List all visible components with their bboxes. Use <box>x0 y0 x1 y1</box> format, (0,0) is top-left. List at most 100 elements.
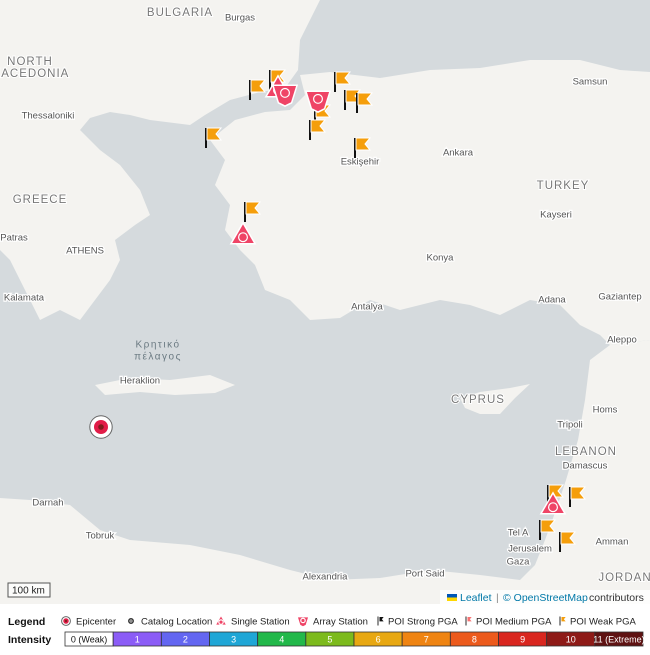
station-marker[interactable] <box>304 90 332 113</box>
place-label: Jerusalem <box>508 544 552 555</box>
poi-marker[interactable] <box>205 127 223 148</box>
flag-cloth <box>206 127 223 141</box>
poi-marker[interactable] <box>539 519 557 540</box>
legend-title: Legend <box>8 616 45 628</box>
place-label: Gaza <box>507 557 530 568</box>
map-labels: BULGARIA Burgas NORTHMACEDONIA Thessaloniki… <box>0 6 650 585</box>
place-label: Alexandria <box>303 572 349 583</box>
flag-cloth <box>560 616 568 623</box>
flag-icon <box>447 597 457 601</box>
place-label: Heraklion <box>120 376 160 387</box>
map[interactable]: BULGARIA Burgas NORTHMACEDONIA Thessaloniki… <box>0 0 650 604</box>
flag-cloth <box>570 486 587 500</box>
single-ring <box>238 232 249 243</box>
intensity-label: 11 (Extreme) <box>593 634 644 644</box>
poi-marker[interactable] <box>356 92 374 113</box>
place-label: NORTH <box>7 56 53 68</box>
legend-label: POI Medium PGA <box>476 617 552 628</box>
flag-cloth <box>355 137 372 151</box>
legend-item: POI Medium PGA <box>465 616 552 628</box>
place-label: Burgas <box>225 13 255 24</box>
place-label: Tripoli <box>557 420 583 431</box>
place-label: Antalya <box>351 302 383 313</box>
intensity-cell <box>594 631 644 647</box>
poi-marker[interactable] <box>309 119 327 140</box>
attribution-box <box>440 590 650 604</box>
station-marker[interactable] <box>229 221 257 245</box>
place-label: JORDAN <box>598 572 650 584</box>
place-label: Samsun <box>573 77 608 88</box>
intensity-label: 3 <box>231 634 236 644</box>
island <box>95 375 235 395</box>
leaflet-link[interactable]: Leaflet <box>460 592 492 604</box>
legend-item: Array Station <box>295 615 368 628</box>
place-label: Homs <box>593 405 618 416</box>
poi-marker[interactable] <box>244 201 262 222</box>
attribution-separator: | <box>496 592 499 604</box>
poi-marker[interactable] <box>334 71 352 92</box>
place-label: MACEDONIA <box>0 68 69 80</box>
legend-label: Epicenter <box>76 617 116 628</box>
place-label: LEBANON <box>555 446 617 458</box>
island <box>460 384 530 414</box>
place-label: Port Said <box>405 569 444 580</box>
flag-cloth <box>335 71 352 85</box>
intensity-label: 9 <box>520 634 525 644</box>
poi-marker[interactable] <box>249 79 267 100</box>
legend-item: Single Station <box>213 613 290 628</box>
single-ring <box>218 619 224 625</box>
intensity-label: 2 <box>183 634 188 644</box>
place-label: BULGARIA <box>147 7 213 19</box>
legend-item: Catalog Location <box>128 617 212 628</box>
intensity-label: 6 <box>376 634 381 644</box>
intensity-title: Intensity <box>8 634 51 646</box>
flag-cloth <box>250 79 267 93</box>
poi-marker[interactable] <box>559 531 577 552</box>
place-label: πέλαγος <box>134 351 182 363</box>
place-label: Kayseri <box>540 210 572 221</box>
place-label: Gaziantep <box>598 292 641 303</box>
intensity-label: 8 <box>472 634 477 644</box>
intensity-label: 7 <box>424 634 429 644</box>
osm-link[interactable]: © OpenStreetMap <box>503 592 588 604</box>
station-marker[interactable] <box>539 491 567 515</box>
place-label: GREECE <box>13 194 68 206</box>
place-label: Tobruk <box>86 531 115 542</box>
legend-label: Array Station <box>313 617 368 628</box>
poi-marker[interactable] <box>569 486 587 507</box>
place-label: Patras <box>0 233 28 244</box>
epicenter-marker[interactable] <box>89 415 113 439</box>
epicenter-core <box>98 424 104 430</box>
array-station <box>271 84 299 107</box>
legend-item: Epicenter <box>61 616 116 628</box>
intensity-label: 4 <box>279 634 284 644</box>
scale-label: 100 km <box>12 586 45 597</box>
place-label: Ankara <box>443 148 474 159</box>
array-station <box>295 615 311 628</box>
land <box>0 0 320 320</box>
place-label: Thessaloniki <box>22 111 75 122</box>
attribution-text: contributors <box>589 592 644 604</box>
place-label: Kalamata <box>4 293 45 304</box>
array-ring <box>313 93 324 104</box>
legend-item: POI Weak PGA <box>559 616 636 628</box>
intensity-label: 0 (Weak) <box>71 634 107 644</box>
place-label: Κρητικό <box>135 339 180 351</box>
place-label: Darnah <box>32 498 63 509</box>
place-label: CYPRUS <box>451 394 505 406</box>
poi-marker[interactable] <box>354 137 372 158</box>
intensity-label: 10 <box>566 634 576 644</box>
legend: Epicenter Catalog Location Single Station A… <box>61 613 636 628</box>
flag-cloth <box>357 92 374 106</box>
station-marker[interactable] <box>271 84 299 107</box>
place-label: Adana <box>538 295 566 306</box>
place-label: Konya <box>427 253 455 264</box>
legend-item: POI Strong PGA <box>377 616 458 628</box>
place-label: Eskişehir <box>341 157 380 168</box>
intensity-scale: 0 (Weak) 1 2 3 4 5 6 7 8 9 10 11 (Extreme) <box>64 631 645 647</box>
scale-bar <box>7 582 51 598</box>
place-label: ATHENS <box>66 246 104 257</box>
land <box>0 340 650 604</box>
